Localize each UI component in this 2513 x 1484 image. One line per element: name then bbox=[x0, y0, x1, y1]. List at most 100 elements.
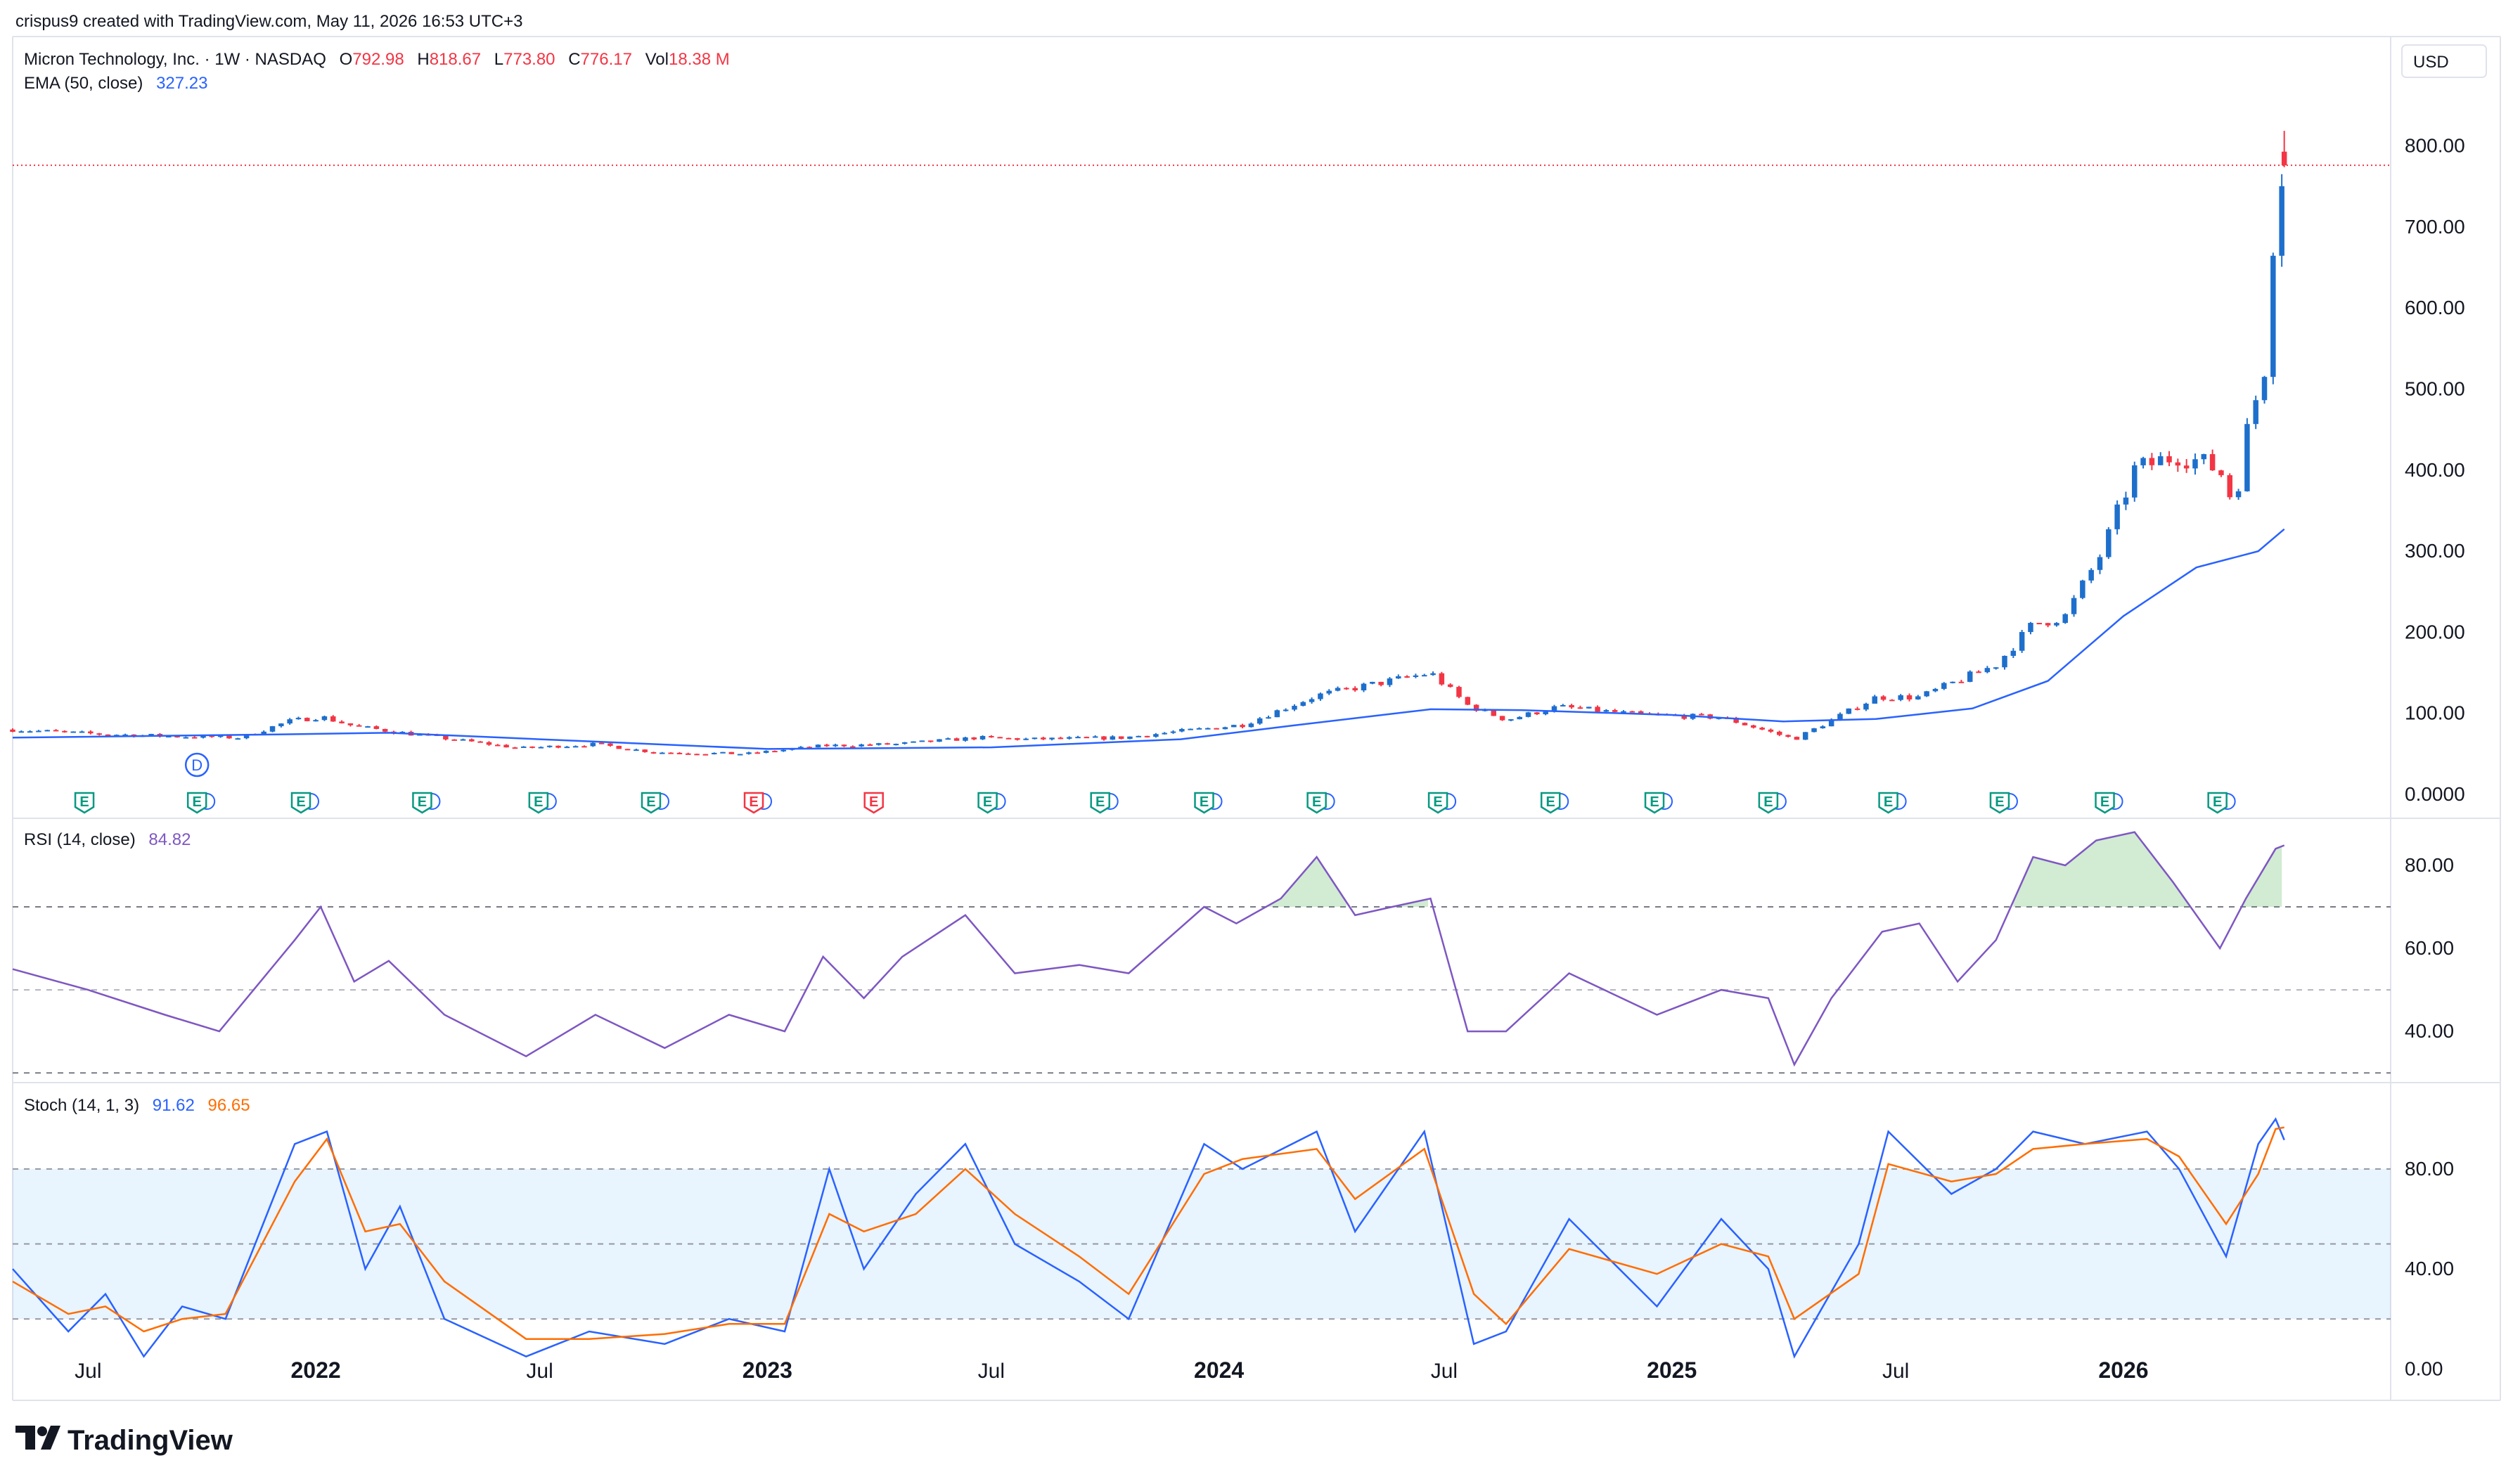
candle bbox=[321, 716, 328, 721]
candle bbox=[347, 723, 354, 725]
candle bbox=[1941, 683, 1947, 689]
candle bbox=[1421, 675, 1427, 677]
currency-badge[interactable]: USD bbox=[2401, 44, 2487, 78]
time-tick-label: Jul bbox=[526, 1360, 553, 1383]
candle bbox=[1075, 737, 1081, 739]
candle bbox=[2166, 456, 2172, 463]
candle bbox=[226, 735, 232, 739]
candle bbox=[1162, 733, 1167, 735]
rsi-tick-label: 60.00 bbox=[2405, 937, 2454, 959]
candle bbox=[1439, 673, 1445, 685]
candle bbox=[1456, 687, 1462, 697]
candle bbox=[356, 725, 362, 727]
candle bbox=[165, 736, 172, 738]
candle bbox=[88, 731, 94, 734]
earnings-icon-letter: E bbox=[534, 794, 543, 810]
rsi-overbought-area bbox=[2013, 832, 2190, 907]
time-tick-label: 2025 bbox=[1647, 1357, 1697, 1383]
candle bbox=[1387, 678, 1393, 685]
credit-line: crispus9 created with TradingView.com, M… bbox=[15, 12, 523, 31]
candle bbox=[2106, 529, 2112, 557]
candle bbox=[1491, 709, 1497, 716]
candle bbox=[122, 734, 128, 736]
candle bbox=[451, 739, 457, 741]
time-tick-label: Jul bbox=[1431, 1360, 1458, 1383]
candle bbox=[2088, 569, 2094, 581]
candle bbox=[1101, 736, 1107, 740]
time-tick-label: Jul bbox=[978, 1360, 1005, 1383]
candle bbox=[1984, 668, 1991, 673]
earnings-icon bbox=[1306, 792, 1327, 814]
price-tick-label: 300.00 bbox=[2405, 540, 2465, 562]
candle bbox=[1256, 718, 1263, 724]
candle bbox=[1170, 731, 1176, 733]
candle bbox=[668, 752, 674, 754]
rsi-overbought-area bbox=[2242, 846, 2282, 907]
candle bbox=[1976, 671, 1981, 673]
candle bbox=[191, 737, 198, 739]
candle bbox=[1266, 717, 1271, 719]
candle bbox=[1283, 709, 1289, 711]
candle bbox=[833, 744, 838, 747]
candle bbox=[2140, 458, 2146, 465]
candle bbox=[243, 734, 250, 739]
earnings-icon bbox=[641, 792, 662, 814]
candle bbox=[1846, 708, 1852, 714]
candle bbox=[772, 751, 778, 753]
earnings-icon-letter: E bbox=[296, 794, 305, 810]
earnings-icon-letter: E bbox=[1433, 794, 1442, 810]
candle bbox=[780, 749, 786, 751]
candle bbox=[1499, 716, 1505, 721]
candle bbox=[1430, 673, 1436, 676]
candle bbox=[2097, 557, 2103, 570]
candle bbox=[564, 747, 570, 749]
candle bbox=[2175, 462, 2181, 466]
candle bbox=[2261, 377, 2268, 401]
price-legend: Micron Technology, Inc. · 1W · NASDAQ O7… bbox=[24, 50, 730, 93]
earnings-icon-letter: E bbox=[646, 794, 655, 810]
candle bbox=[486, 742, 492, 745]
candle bbox=[460, 739, 466, 741]
high-label: H bbox=[417, 50, 429, 69]
candle bbox=[10, 729, 15, 732]
candle bbox=[1577, 707, 1583, 709]
stoch-tick-label: 40.00 bbox=[2405, 1258, 2454, 1279]
candle bbox=[1231, 725, 1237, 728]
candle bbox=[2253, 400, 2258, 425]
tradingview-logo: TradingView bbox=[15, 1425, 233, 1456]
candle bbox=[209, 735, 215, 737]
candle bbox=[2149, 458, 2155, 465]
candle bbox=[1361, 683, 1367, 691]
open-label: O bbox=[340, 50, 353, 69]
candle bbox=[737, 754, 743, 756]
earnings-icon-letter: E bbox=[983, 794, 992, 810]
candle bbox=[2080, 580, 2085, 598]
candle bbox=[1153, 734, 1159, 737]
earnings-icon-letter: E bbox=[1200, 794, 1209, 810]
candle bbox=[2183, 465, 2190, 469]
candle bbox=[469, 739, 475, 742]
ema-line bbox=[12, 528, 2285, 750]
candle bbox=[1638, 711, 1644, 714]
earnings-icon bbox=[1090, 792, 1110, 814]
earnings-icon-letter: E bbox=[1312, 794, 1321, 810]
candle bbox=[1837, 714, 1843, 720]
candle bbox=[660, 752, 665, 754]
earnings-icon-letter: E bbox=[1095, 794, 1105, 810]
candle bbox=[2045, 623, 2051, 626]
rsi-tick-label: 40.00 bbox=[2405, 1020, 2454, 1042]
price-tick-label: 200.00 bbox=[2405, 621, 2465, 643]
dividend-icon bbox=[184, 752, 210, 778]
candle bbox=[2114, 504, 2120, 529]
candle bbox=[1759, 728, 1765, 730]
earnings-icon bbox=[1427, 792, 1448, 814]
candle bbox=[1880, 696, 1887, 700]
candle bbox=[1005, 737, 1012, 740]
stoch-tick-label: 0.00 bbox=[2405, 1357, 2443, 1379]
price-tick-label: 700.00 bbox=[2405, 216, 2465, 238]
earnings-icon bbox=[2207, 792, 2228, 814]
earnings-icon-letter: E bbox=[1546, 794, 1555, 810]
candle bbox=[2002, 655, 2007, 668]
earnings-icon bbox=[290, 792, 311, 814]
